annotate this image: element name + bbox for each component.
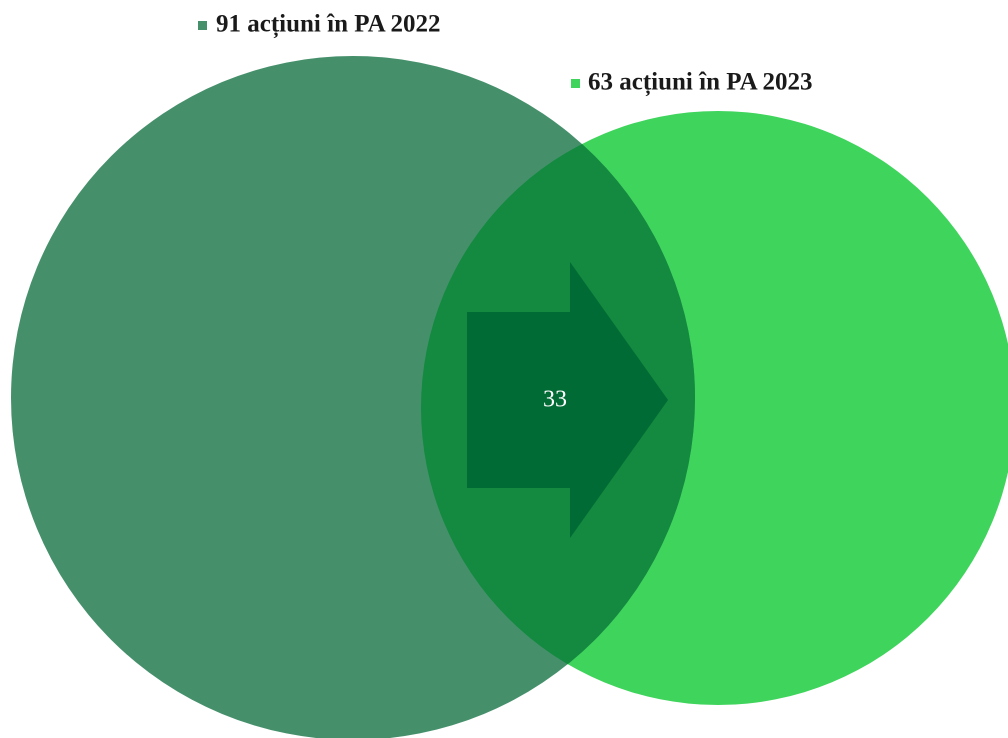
intersection: [421, 111, 695, 705]
overlap-count: 33: [543, 387, 567, 413]
legend-marker: [571, 79, 580, 88]
legend-label: 91 acțiuni în PA 2022: [216, 11, 441, 39]
legend-label: 63 acțiuni în PA 2023: [588, 69, 813, 97]
arrow: [467, 262, 668, 538]
legend-marker: [198, 21, 207, 30]
